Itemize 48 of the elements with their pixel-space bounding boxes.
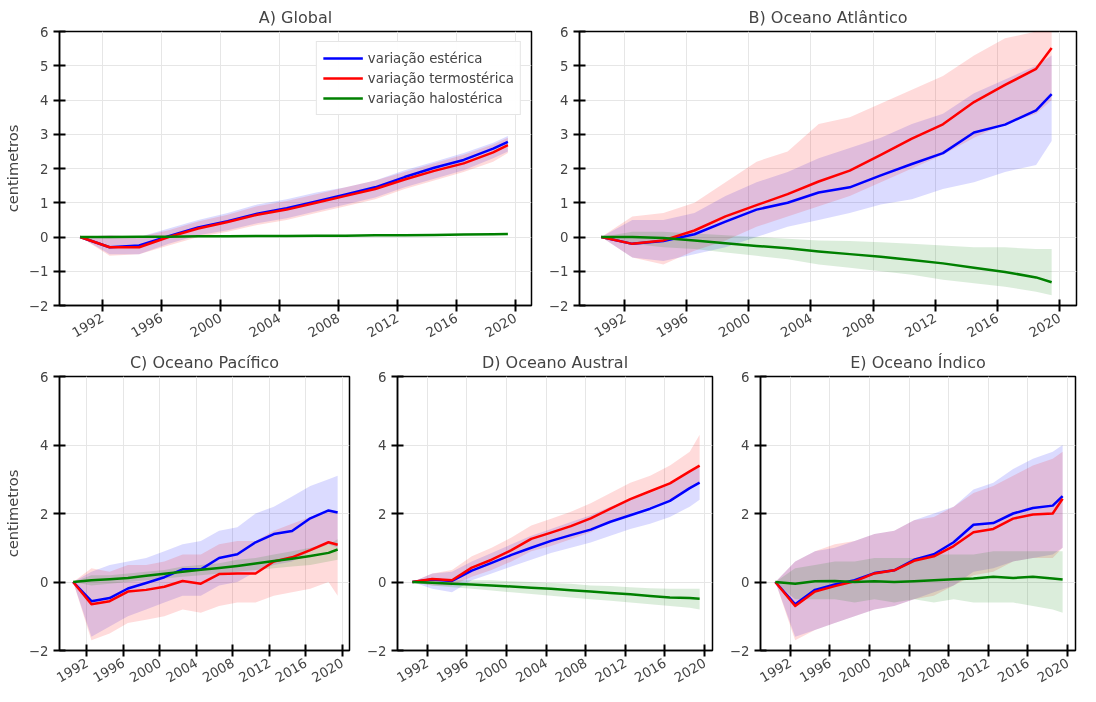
y-tick-label: −2 [28,643,49,659]
y-tick-label: −1 [28,264,49,280]
y-tick-label: 2 [378,506,387,522]
y-tick-label: −2 [729,643,750,659]
y-tick-label: 4 [378,438,387,453]
line-series [599,235,1053,284]
chart-title: C) Oceano Pacífico [129,352,280,372]
y-tick-label: −1 [548,264,569,280]
chart-title: B) Oceano Atlântico [748,7,908,27]
line-series [71,541,339,606]
y-tick-label: 2 [560,161,569,177]
y-tick-label: −2 [28,298,49,314]
y-tick-label: 5 [40,58,49,74]
legend-label: variação estérica [367,50,483,66]
y-tick-label: 6 [741,369,750,385]
line-series [411,580,701,601]
y-tick-label: 4 [560,93,569,108]
legend-label: variação halostérica [367,90,503,106]
y-tick-label: 6 [40,24,49,40]
y-tick-label: 6 [560,24,569,40]
y-tick-label: 0 [741,575,750,590]
y-tick-label: 2 [40,506,49,522]
y-tick-label: 6 [378,369,387,385]
y-tick-label: 4 [741,438,750,453]
y-tick-label: 2 [741,506,750,522]
y-axis-title: centimetros [3,124,21,213]
line-series [774,575,1064,585]
y-tick-label: −2 [548,298,569,314]
y-tick-label: 6 [40,369,49,385]
y-tick-label: 5 [560,58,569,74]
chart-title: E) Oceano Índico [850,352,986,372]
y-tick-label: −2 [366,643,387,659]
y-tick-label: 0 [40,575,49,590]
y-tick-label: 3 [40,127,49,143]
y-axis-title: centimetros [3,469,21,558]
line-series [71,548,339,584]
y-tick-label: 1 [40,195,49,211]
y-tick-label: 1 [560,195,569,211]
y-tick-label: 2 [40,161,49,177]
chart-title: A) Global [258,7,333,27]
y-tick-label: 0 [378,575,387,590]
y-tick-label: 0 [40,230,49,245]
y-tick-label: 0 [560,230,569,245]
y-tick-label: 3 [560,127,569,143]
legend-label: variação termostérica [367,70,514,86]
y-tick-label: 4 [40,438,49,453]
chart-title: D) Oceano Austral [481,352,629,372]
y-tick-label: 4 [40,93,49,108]
